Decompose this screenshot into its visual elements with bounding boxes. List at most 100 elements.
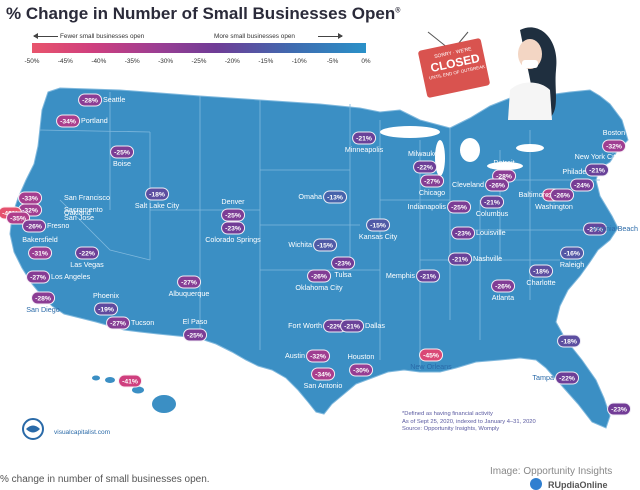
arrow-left-icon [33, 33, 58, 39]
city-pin: -28% [31, 291, 55, 305]
city-pin: -15% [366, 218, 390, 232]
city-label: San Francisco [64, 193, 110, 202]
us-map [9, 87, 629, 429]
city-pin: -45% [419, 348, 443, 362]
city-label: Seattle [103, 95, 126, 104]
city-label: Fresno [47, 221, 70, 230]
city-pin: -31% [28, 246, 52, 260]
city-label: San Antonio [303, 381, 343, 390]
footnote-definition: *Defined as having financial activity [402, 411, 493, 417]
city-pin: -23% [331, 256, 355, 270]
city-pin: -41% [118, 374, 142, 388]
city-pin: -25% [183, 328, 207, 342]
city-label: Cleveland [452, 180, 484, 189]
footnote-source: Source: Opportunity Insights, Womply [402, 426, 500, 432]
city-pin: -32% [306, 349, 330, 363]
city-label: Colorado Springs [205, 235, 261, 244]
legend-tick: -50% [24, 58, 40, 65]
city-pin: -26% [491, 279, 515, 293]
city-label: Philadelphia [562, 167, 602, 176]
city-label: Fort Worth [288, 321, 322, 330]
city-pin: -26% [307, 269, 331, 283]
city-label: Kansas City [358, 232, 398, 241]
city-label: Atlanta [491, 293, 515, 302]
city-pin: -16% [560, 246, 584, 260]
woman-illustration [508, 27, 557, 120]
city-label: Charlotte [526, 278, 556, 287]
city-label: Louisville [476, 228, 506, 237]
city-pin: -27% [420, 174, 444, 188]
map-title: % Change in Number of Small Businesses O… [6, 4, 401, 23]
city-label: Memphis [385, 271, 415, 280]
image-caption: % change in number of small businesses o… [0, 474, 210, 485]
state-lines [39, 92, 600, 370]
city-label: Minneapolis [344, 145, 384, 154]
legend-tick: -10% [291, 58, 307, 65]
city-label: Boston [602, 128, 626, 137]
city-pin: -34% [311, 367, 335, 381]
city-pin: -34% [56, 114, 80, 128]
city-label: Honolulu [115, 363, 145, 372]
image-credit: Image: Opportunity Insights [490, 466, 613, 477]
city-pin: -27% [106, 316, 130, 330]
city-label: Houston [347, 352, 375, 361]
city-label: Virginia Beach [591, 224, 638, 233]
city-pin: -23% [607, 402, 631, 416]
city-pin: -30% [349, 363, 373, 377]
city-label: Portland [81, 116, 108, 125]
city-label: Wichita [288, 240, 312, 249]
city-label: Albuquerque [168, 289, 210, 298]
city-pin: -21% [352, 131, 376, 145]
city-label: Chicago [418, 188, 446, 197]
city-pin: -32% [602, 139, 626, 153]
city-label: Detroit [493, 158, 515, 167]
city-label: Columbus [475, 209, 509, 218]
city-pin: -26% [485, 178, 509, 192]
city-label: Omaha [298, 192, 322, 201]
us-land [9, 87, 629, 429]
city-pin: -24% [570, 178, 594, 192]
city-label: Las Vegas [70, 260, 104, 269]
city-pin: -21% [340, 319, 364, 333]
city-pin: -20% [583, 222, 607, 236]
city-pin: -15% [313, 238, 337, 252]
footnotes: *Defined as having financial activity As… [402, 411, 536, 434]
city-pin: -13% [323, 190, 347, 204]
city-label: Jacksonville [582, 336, 621, 345]
city-label: Nashville [473, 254, 503, 263]
city-pin: -19% [94, 302, 118, 316]
city-label: New York City [574, 152, 620, 161]
city-label: Miami [609, 391, 629, 400]
city-pin: -28% [78, 93, 102, 107]
city-pin: -26% [550, 188, 574, 202]
city-pin: -23% [221, 221, 245, 235]
city-label: San Jose [64, 213, 94, 222]
city-pin: -21% [448, 252, 472, 266]
city-label: Milwaukee [408, 149, 442, 158]
city-pin: -23% [451, 226, 475, 240]
city-label: El Paso [182, 317, 208, 326]
infographic: % Change in Number of Small Businesses O… [0, 4, 638, 440]
legend-tick: -20% [224, 58, 240, 65]
city-pin: -18% [529, 264, 553, 278]
publisher-logo-icon [530, 478, 542, 490]
city-label: Raleigh [559, 260, 585, 269]
footnote-date: As of Sept 25, 2020, indexed to January … [402, 418, 536, 425]
legend-tick: 0% [361, 58, 371, 65]
legend-tick: -45% [57, 58, 73, 65]
city-pin: -27% [177, 275, 201, 289]
city-label: Tulsa [334, 270, 352, 279]
legend-left-label: Fewer small businesses open [60, 33, 145, 40]
city-pin: -18% [145, 187, 169, 201]
legend-tick: -35% [124, 58, 140, 65]
city-label: Indianapolis [407, 202, 446, 211]
city-label: New Orleans [410, 362, 452, 371]
visualcapitalist-logo-icon [22, 418, 44, 440]
city-label: Dallas [365, 321, 385, 330]
city-label: Oklahoma City [295, 283, 343, 292]
city-pin: -26% [22, 219, 46, 233]
publisher-name: RUpdiaOnline [548, 480, 608, 490]
city-pin: -21% [585, 163, 609, 177]
city-pin: -25% [221, 208, 245, 222]
city-label: Bakersfield [22, 235, 58, 244]
